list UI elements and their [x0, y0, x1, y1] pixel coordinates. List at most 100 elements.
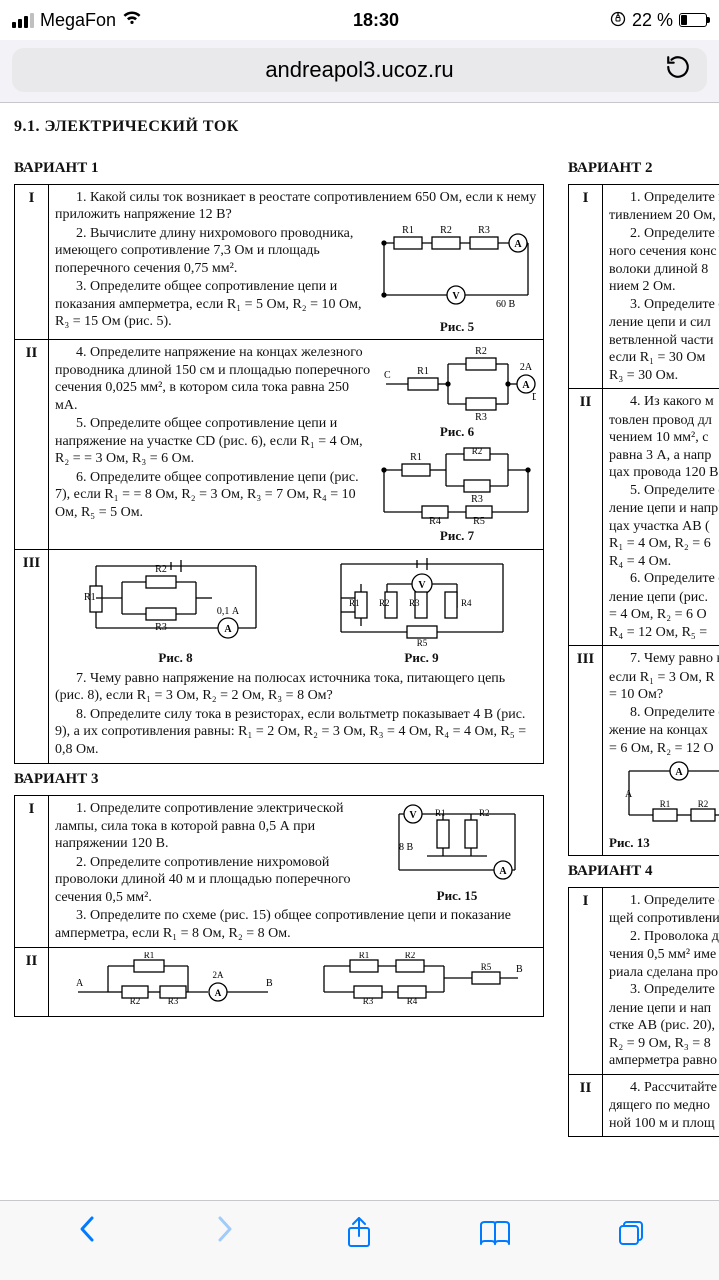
task-text: амперметра равно [609, 1052, 719, 1070]
task-text: ление цепи и напр [609, 500, 719, 518]
task-text: 3. Определите [609, 981, 719, 999]
task-text: 2. Определите сопротивление нихромовой п… [55, 854, 371, 907]
task-text: R₄ = 4 Ом. [609, 553, 719, 571]
variant-2-title: ВАРИАНТ 2 [568, 159, 719, 178]
signal-icon [12, 13, 34, 28]
wifi-icon [122, 11, 142, 30]
svg-text:R1: R1 [410, 452, 422, 463]
task-text: 2. Определите п [609, 225, 719, 243]
svg-text:2А: 2А [213, 970, 225, 980]
orientation-lock-icon [610, 11, 626, 30]
tabs-button[interactable] [607, 1218, 655, 1248]
svg-text:R1: R1 [417, 366, 429, 377]
svg-text:V: V [409, 810, 417, 821]
task-text: 6. Определите общее сопротивление цепи (… [55, 469, 371, 522]
task-text: = 10 Ом? [609, 686, 719, 704]
svg-text:B: B [266, 978, 273, 989]
variant-2-table: I 1. Определите н тивлением 20 Ом, 2. Оп… [568, 184, 719, 856]
status-left: MegaFon [12, 10, 142, 31]
task-text: жение на концах [609, 722, 719, 740]
svg-text:A: A [522, 380, 530, 391]
figure-7: R1 R2 R3 R4 R5 [378, 444, 536, 526]
task-text: ной 100 м и площ [609, 1115, 719, 1133]
svg-text:R5: R5 [481, 962, 492, 972]
svg-text:R2: R2 [155, 564, 167, 575]
svg-text:R3: R3 [363, 996, 374, 1004]
svg-text:R2: R2 [379, 598, 390, 608]
task-text: тивлением 20 Ом, [609, 207, 719, 225]
svg-text:R2: R2 [479, 808, 490, 818]
task-text: 2. Проволока д [609, 928, 719, 946]
svg-text:A: A [76, 978, 84, 989]
share-button[interactable] [335, 1216, 383, 1250]
row-label: I [15, 184, 49, 339]
svg-text:R2: R2 [475, 346, 487, 357]
svg-text:R2: R2 [472, 446, 483, 456]
task-text: если R₁ = 3 Ом, R [609, 669, 719, 687]
task-text: 7. Чему равно напряжение на полюсах исто… [55, 670, 537, 705]
task-text: равна 3 А, а напр [609, 447, 719, 465]
task-text: 5. Определите о [609, 482, 719, 500]
forward-button[interactable] [200, 1214, 248, 1252]
svg-text:A: A [675, 767, 683, 778]
svg-text:B: B [516, 964, 523, 975]
task-text: = 4 Ом, R₂ = 6 О [609, 606, 719, 624]
svg-text:R1: R1 [84, 592, 96, 603]
svg-text:60 В: 60 В [496, 299, 516, 310]
document-viewport[interactable]: 9.1. ЭЛЕКТРИЧЕСКИЙ ТОК ВАРИАНТ 1 I 1. Ка… [0, 103, 719, 1200]
battery-icon [679, 13, 707, 27]
task-text: дящего по медно [609, 1097, 719, 1115]
figure-13: A B A R1 R2 [609, 757, 719, 829]
task-text: 5. Определите общее сопротивление цепи и… [55, 415, 371, 468]
task-text: 2. Вычислите длину нихромового проводник… [55, 225, 371, 278]
svg-text:R1: R1 [402, 225, 414, 236]
figure-6: C R1 R2 R3 A 2А D [378, 344, 536, 422]
svg-text:R5: R5 [416, 638, 427, 646]
svg-text:A: A [215, 988, 222, 998]
url-bar[interactable]: andreapol3.ucoz.ru [12, 48, 707, 92]
status-bar: MegaFon 18:30 22 % [0, 0, 719, 40]
task-text: товлен провод дл [609, 412, 719, 430]
figure-5: R1 R2 R3 A V 60 В Рис. 5 [377, 225, 537, 335]
variant-1: ВАРИАНТ 1 I 1. Какой силы ток возникает … [14, 155, 544, 1137]
figure-8: R1 R2 R3 A 0,1 А Рис. 8 [76, 554, 276, 666]
variant-1-table: I 1. Какой силы ток возникает в реостате… [14, 184, 544, 765]
refresh-icon[interactable] [665, 54, 691, 87]
status-right: 22 % [610, 10, 707, 31]
svg-text:R3: R3 [155, 622, 167, 633]
variant-1-title: ВАРИАНТ 1 [14, 159, 544, 178]
figure-9: V R1 R2 R3 R4 R5 Рис. 9 [327, 554, 517, 666]
svg-text:R2: R2 [130, 996, 141, 1004]
svg-text:R5: R5 [473, 516, 485, 526]
svg-text:V: V [452, 291, 460, 302]
row-label: II [569, 389, 603, 646]
svg-text:R3: R3 [478, 225, 490, 236]
row-label: I [569, 184, 603, 389]
task-text: 1. Определите сопротивление электрическо… [55, 800, 371, 853]
variant-3-title: ВАРИАНТ 3 [14, 770, 544, 789]
row-label: II [15, 948, 49, 1017]
task-text: 8. Определите с [609, 704, 719, 722]
figure-v3-ii-right: R1 R2 R3 R4 R5 B [314, 952, 524, 1008]
task-text: нием 2 Ом. [609, 278, 719, 296]
variant-4-title: ВАРИАНТ 4 [568, 862, 719, 881]
task-text: R₃ = 30 Ом. [609, 367, 719, 385]
svg-text:C: C [384, 370, 391, 381]
task-text: чения 0,5 мм² име [609, 946, 719, 964]
svg-text:R4: R4 [407, 996, 418, 1004]
figure-v3-ii-left: A R1 R2 R3 A 2А B [68, 952, 278, 1008]
svg-text:R1: R1 [349, 598, 360, 608]
task-text: ление цепи (рис. [609, 589, 719, 607]
bookmarks-button[interactable] [471, 1219, 519, 1247]
svg-text:R1: R1 [144, 952, 155, 960]
row-label: II [569, 1074, 603, 1137]
back-button[interactable] [64, 1214, 112, 1252]
row-label: III [15, 549, 49, 764]
svg-text:D: D [532, 392, 536, 403]
task-text: 3. Определите по схеме (рис. 15) общее с… [55, 907, 537, 942]
section-title: 9.1. ЭЛЕКТРИЧЕСКИЙ ТОК [14, 117, 719, 137]
svg-text:R3: R3 [409, 598, 420, 608]
task-text: волоки длиной 8 [609, 261, 719, 279]
svg-text:R2: R2 [698, 799, 709, 809]
task-text: стке AB (рис. 20), [609, 1017, 719, 1035]
